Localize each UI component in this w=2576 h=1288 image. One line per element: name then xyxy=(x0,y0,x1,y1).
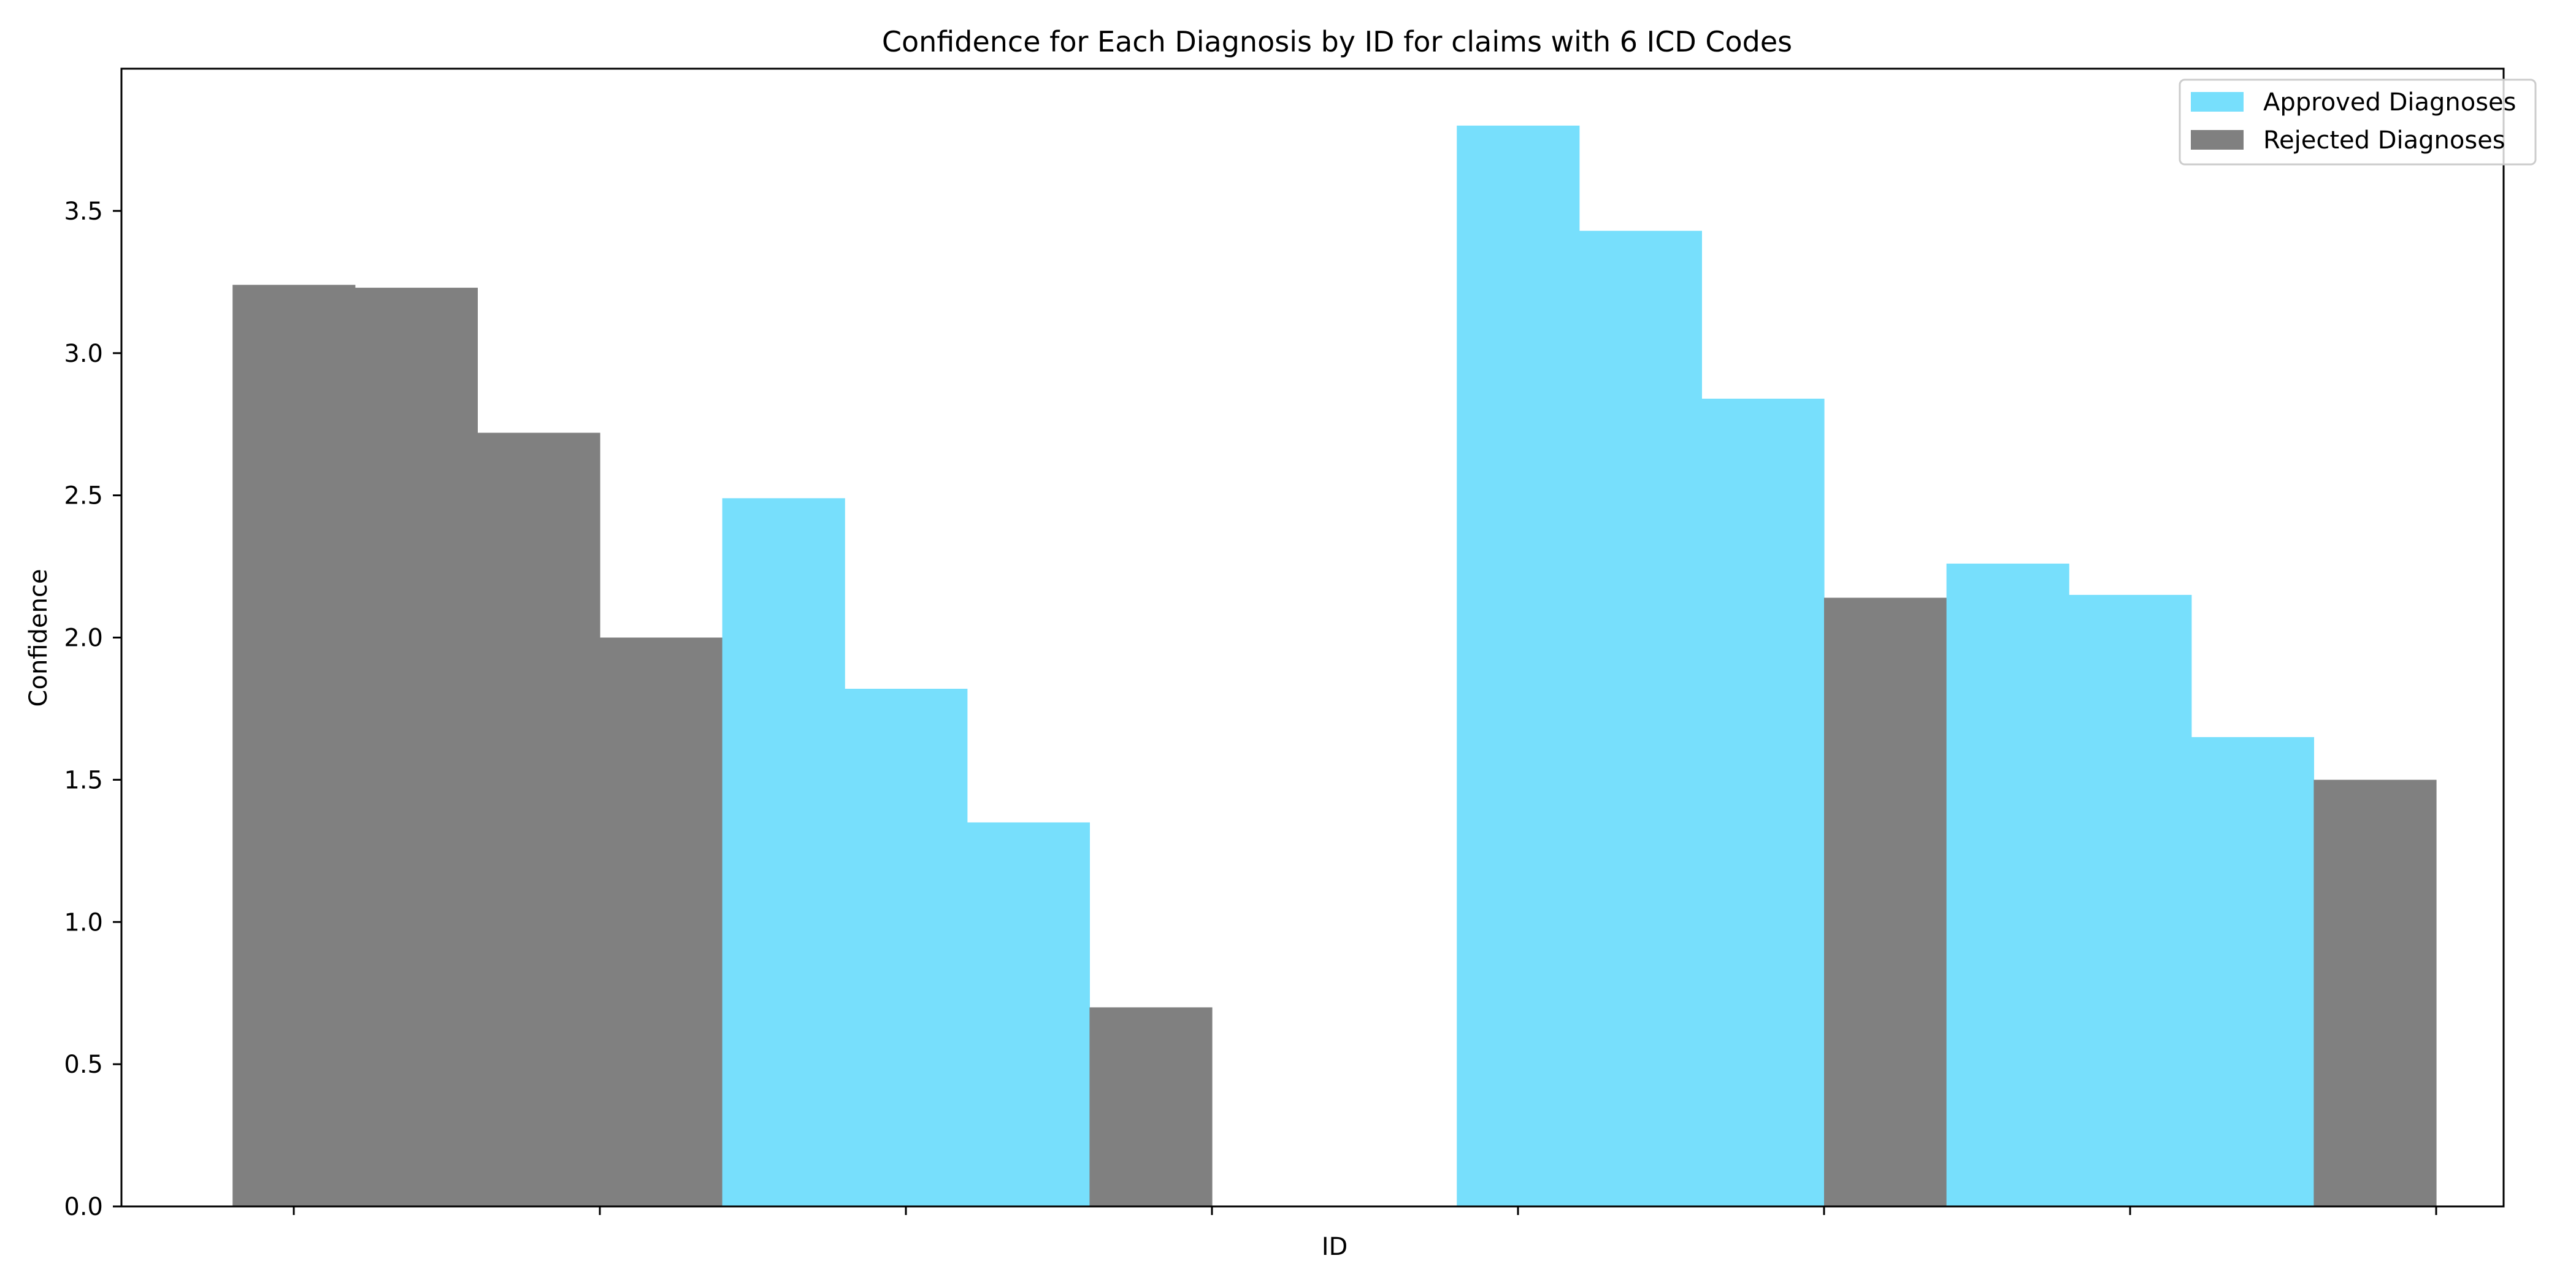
legend-label-approved: Approved Diagnoses xyxy=(2263,88,2517,117)
legend-box xyxy=(2179,79,2537,166)
bar-rejected-3 xyxy=(600,637,723,1206)
y-axis-label: Confidence xyxy=(25,569,53,707)
x-axis-label: ID xyxy=(1322,1233,1348,1261)
bar-approved-5 xyxy=(845,689,968,1206)
legend-label-rejected: Rejected Diagnoses xyxy=(2263,126,2505,155)
bar-approved-6 xyxy=(967,822,1090,1206)
bar-approved-15 xyxy=(2069,594,2192,1206)
bar-approved-12 xyxy=(1701,399,1825,1206)
ticks-layer: 0.0 0.5 1.0 1.5 2.0 2.5 3.0 3.5 xyxy=(64,197,2437,1221)
bar-approved-4 xyxy=(722,498,845,1206)
legend: Approved Diagnoses Rejected Diagnoses xyxy=(2179,79,2537,166)
bar-rejected-7 xyxy=(1089,1007,1213,1206)
bar-rejected-2 xyxy=(477,432,600,1206)
chart-title: Confidence for Each Diagnosis by ID for … xyxy=(882,25,1792,58)
bar-rejected-17 xyxy=(2313,780,2437,1206)
y-tick-label-1: 0.5 xyxy=(64,1051,103,1079)
bar-rejected-13 xyxy=(1824,597,1947,1206)
legend-swatch-rejected xyxy=(2191,130,2244,150)
plot-frame xyxy=(120,67,2505,1208)
bar-approved-10 xyxy=(1457,125,1580,1207)
y-tick-label-3: 1.5 xyxy=(64,766,103,794)
y-tick-label-6: 3.0 xyxy=(64,340,103,368)
y-tick-label-5: 2.5 xyxy=(64,482,103,510)
legend-swatch-approved xyxy=(2191,92,2244,112)
y-tick-label-0: 0.0 xyxy=(64,1193,103,1221)
y-tick-label-7: 3.5 xyxy=(64,197,103,226)
bars-layer xyxy=(232,125,2437,1207)
bar-approved-11 xyxy=(1579,231,1702,1206)
y-tick-label-2: 1.0 xyxy=(64,908,103,937)
bar-rejected-1 xyxy=(355,288,478,1207)
bar-approved-16 xyxy=(2191,737,2314,1206)
y-tick-label-4: 2.0 xyxy=(64,624,103,653)
bar-approved-14 xyxy=(1946,563,2069,1206)
bar-rejected-0 xyxy=(232,285,356,1206)
